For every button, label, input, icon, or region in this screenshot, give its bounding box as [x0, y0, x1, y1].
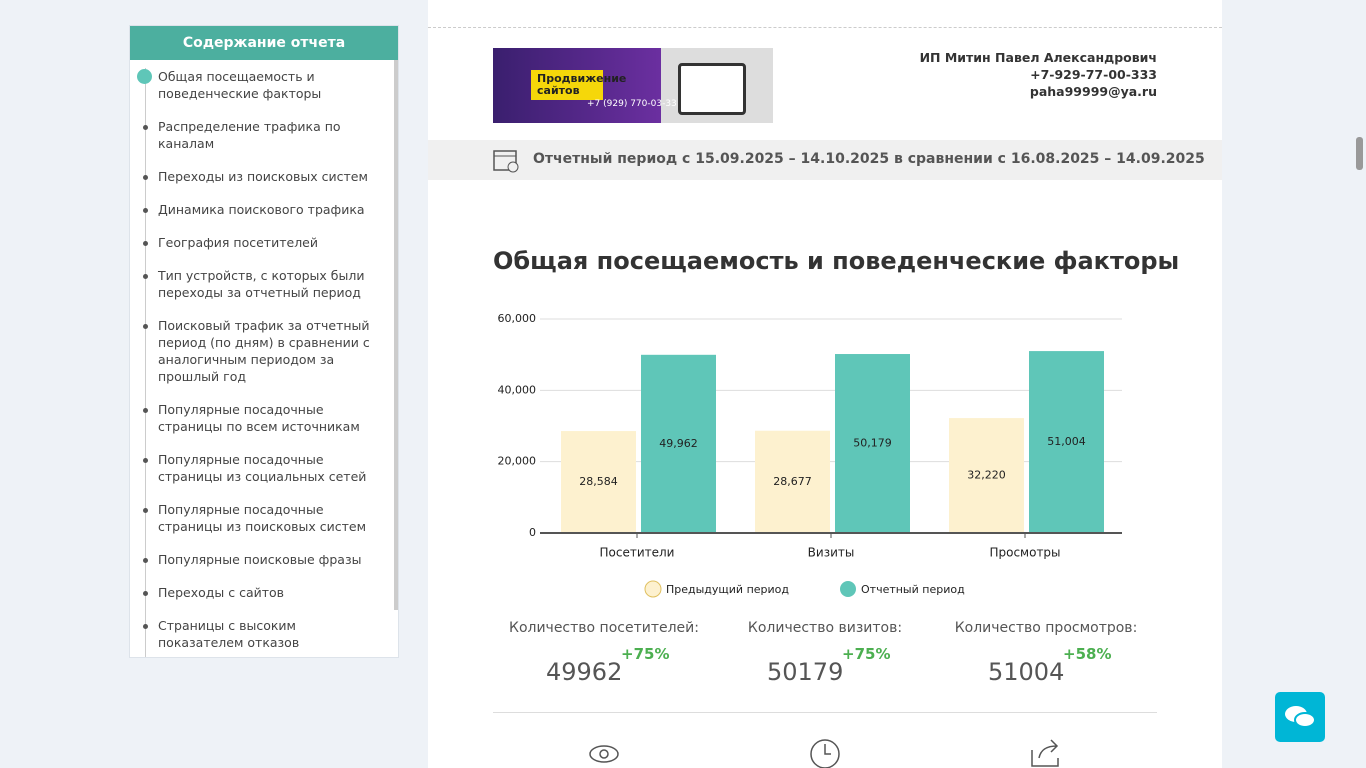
item-list: Общая посещаемость и поведенческие факто…: [137, 68, 383, 657]
sidebar: Содержание отчета Общая посещаемость и п…: [129, 25, 399, 658]
toc-item: Общая посещаемость и поведенческие факто…: [137, 68, 383, 102]
stat-label: Количество просмотров:: [954, 620, 1138, 636]
chart: 0 20,000 40,000 60,000 28,584 49,962 Посетител…: [498, 312, 1122, 598]
bar: [835, 354, 910, 533]
legend-label: Отчетный период: [861, 583, 965, 596]
banner-phone: +7 (929) 770-03-33: [587, 99, 677, 109]
value-label: 28,677: [773, 475, 812, 488]
bar: [641, 354, 716, 533]
stat: Количество посетителей: 49962 +75%: [494, 620, 714, 686]
toc-item: Динамика поискового трафика: [143, 201, 383, 218]
banner-title: Продвижение сайтов: [531, 70, 626, 100]
y-tick-label: 60,000: [498, 312, 537, 325]
chat-icon: [1285, 706, 1316, 728]
value-label: 51,004: [1047, 435, 1086, 448]
stat-value: 49962: [546, 658, 623, 686]
stat-label: Количество визитов:: [747, 620, 903, 636]
tablet: [678, 63, 746, 115]
banner: Продвижение сайтов +7 (929) 770-03-33: [493, 48, 773, 123]
legend-marker: [840, 581, 856, 597]
toc-item: Популярные посадочные страницы из поиско…: [143, 501, 383, 535]
contact: ИП Митин Павел Александрович +7-929-77-0…: [920, 49, 1157, 100]
toc-item: Поисковый трафик за отчетный период (по …: [143, 317, 383, 385]
stat: Количество визитов: 50179 +75%: [715, 620, 935, 686]
toc-item: Популярные посадочные страницы из социал…: [143, 451, 383, 485]
bar: [949, 418, 1024, 533]
section-title: Общая посещаемость и поведенческие факто…: [493, 247, 1180, 275]
contact-phone: +7-929-77-00-333: [1030, 67, 1157, 82]
contact-email: paha99999@ya.ru: [1029, 84, 1157, 99]
stat-value: 50179: [767, 658, 844, 686]
legend-label: Предыдущий период: [666, 583, 789, 596]
value-label: 50,179: [853, 437, 892, 450]
timeline: [145, 68, 146, 657]
scrollbar[interactable]: [394, 60, 398, 610]
bar: [561, 431, 636, 533]
divider: [428, 27, 1222, 28]
toc-item: Популярные поисковые фразы: [143, 551, 383, 568]
y-tick-label: 40,000: [498, 383, 537, 396]
value-label: 49,962: [659, 437, 698, 450]
report: Продвижение сайтов +7 (929) 770-03-33 ИП…: [428, 0, 1222, 768]
bar: [1029, 351, 1104, 533]
stat-change: +58%: [1063, 645, 1112, 663]
y-tick-label: 20,000: [498, 455, 537, 468]
stat: Количество просмотров: 51004 +58%: [936, 620, 1156, 686]
y-tick-label: 0: [529, 526, 536, 539]
toc-item: Переходы из поисковых систем: [143, 168, 383, 185]
toc-item: Распределение трафика по каналам: [143, 118, 383, 152]
bar: [755, 430, 830, 533]
sidebar-title: Содержание отчета: [130, 26, 398, 60]
value-label: 28,584: [579, 475, 618, 488]
chat-button[interactable]: [1275, 692, 1325, 742]
stat-change: +75%: [621, 645, 670, 663]
toc-item: Тип устройств, с которых были переходы з…: [143, 267, 383, 301]
x-tick-label: Посетители: [600, 546, 675, 560]
calendar-icon: [493, 150, 519, 173]
x-tick-label: Визиты: [808, 546, 855, 560]
toc-item: География посетителей: [143, 234, 383, 251]
period: Отчетный период с 15.09.2025 – 14.10.202…: [533, 151, 1205, 167]
clock-icon: [810, 739, 840, 768]
share-icon: [1031, 739, 1059, 767]
legend-marker: [644, 580, 662, 598]
value-label: 32,220: [967, 469, 1006, 482]
toc-item: Популярные посадочные страницы по всем и…: [143, 401, 383, 435]
toc-item: Переходы с сайтов: [143, 584, 383, 601]
stat-change: +75%: [842, 645, 891, 663]
x-tick-label: Просмотры: [989, 546, 1060, 560]
page-scrollbar[interactable]: [1356, 137, 1363, 170]
contact-name: ИП Митин Павел Александрович: [919, 50, 1157, 65]
toc-item: Страницы с высоким показателем отказов: [143, 617, 383, 651]
stat-label: Количество посетителей:: [509, 620, 699, 636]
eye-icon: [589, 745, 619, 763]
divider: [493, 712, 1157, 713]
period-bar: Отчетный период с 15.09.2025 – 14.10.202…: [428, 140, 1222, 180]
stat-value: 51004: [988, 658, 1065, 686]
